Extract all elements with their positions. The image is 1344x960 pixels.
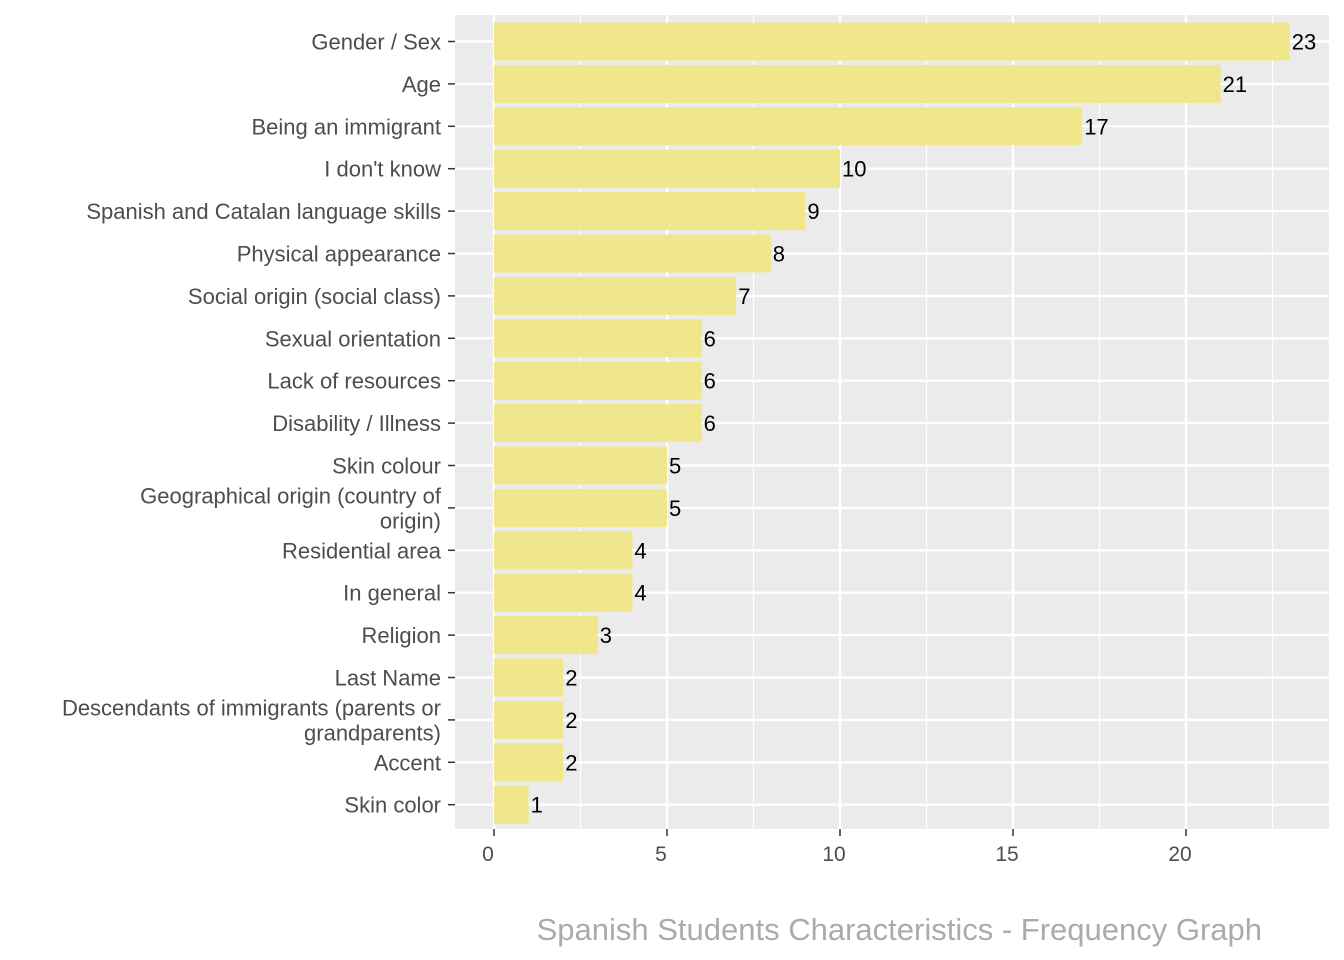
data-label: 23 xyxy=(1292,30,1316,55)
bar xyxy=(494,785,529,824)
bar xyxy=(494,616,598,655)
x-tick-label: 0 xyxy=(482,843,494,866)
bar xyxy=(494,446,667,485)
bar xyxy=(494,531,633,570)
bar xyxy=(494,404,702,443)
data-label: 5 xyxy=(669,454,681,479)
bar xyxy=(494,234,771,273)
y-tick-label: Skin color xyxy=(344,793,441,818)
data-label: 6 xyxy=(704,369,716,394)
data-label: 6 xyxy=(704,411,716,436)
bar xyxy=(494,488,667,527)
data-label: 8 xyxy=(773,242,785,267)
data-label: 2 xyxy=(565,750,577,775)
y-tick-label: Geographical origin (country of origin) xyxy=(140,483,442,533)
y-tick-label: Being an immigrant xyxy=(251,114,441,139)
y-tick-label: Social origin (social class) xyxy=(188,284,441,309)
y-tick-label: Residential area xyxy=(282,538,442,563)
data-label: 2 xyxy=(565,666,577,691)
data-label: 3 xyxy=(600,623,612,648)
data-label: 4 xyxy=(634,538,646,563)
data-label: 4 xyxy=(634,581,646,606)
y-tick-label: Sexual orientation xyxy=(265,326,441,351)
data-label: 9 xyxy=(807,199,819,224)
chart-caption: Spanish Students Characteristics - Frequ… xyxy=(537,912,1262,947)
x-tick-label: 5 xyxy=(655,843,667,866)
x-axis: 0 5 10 15 20 xyxy=(482,829,1192,866)
data-label: 17 xyxy=(1084,114,1108,139)
x-tick-label: 15 xyxy=(995,843,1018,866)
y-tick-label: Skin colour xyxy=(332,454,441,479)
y-tick-label: Lack of resources xyxy=(267,369,441,394)
data-label: 10 xyxy=(842,157,866,182)
bar xyxy=(494,361,702,400)
data-label: 2 xyxy=(565,708,577,733)
bar xyxy=(494,658,564,697)
y-tick-label: Age xyxy=(402,72,441,97)
y-tick-label: Accent xyxy=(374,750,441,775)
y-tick-label: Descendants of immigrants (parents or gra… xyxy=(62,695,441,745)
y-axis: Gender / Sex Age Being an immigrant I don't… xyxy=(62,30,455,818)
y-tick-label: I don't know xyxy=(324,157,441,182)
data-label: 21 xyxy=(1223,72,1247,97)
x-tick-label: 20 xyxy=(1168,843,1191,866)
bar xyxy=(494,319,702,358)
data-label: 7 xyxy=(738,284,750,309)
data-label: 1 xyxy=(531,793,543,818)
bar xyxy=(494,743,564,782)
y-tick-label: Gender / Sex xyxy=(311,30,441,55)
bar xyxy=(494,149,840,188)
bar xyxy=(494,107,1083,146)
x-tick-label: 10 xyxy=(822,843,845,866)
y-tick-label: Religion xyxy=(362,623,442,648)
bar xyxy=(494,64,1221,103)
bar xyxy=(494,192,806,231)
y-tick-label: Spanish and Catalan language skills xyxy=(86,199,441,224)
y-tick-label: Disability / Illness xyxy=(272,411,441,436)
bar xyxy=(494,276,737,315)
data-label: 6 xyxy=(704,326,716,351)
data-label: 5 xyxy=(669,496,681,521)
y-tick-label: Last Name xyxy=(335,666,441,691)
y-tick-label: In general xyxy=(343,581,441,606)
bar xyxy=(494,700,564,739)
bars xyxy=(494,22,1290,824)
bar xyxy=(494,22,1290,61)
y-tick-label: Physical appearance xyxy=(237,242,441,267)
bar xyxy=(494,573,633,612)
